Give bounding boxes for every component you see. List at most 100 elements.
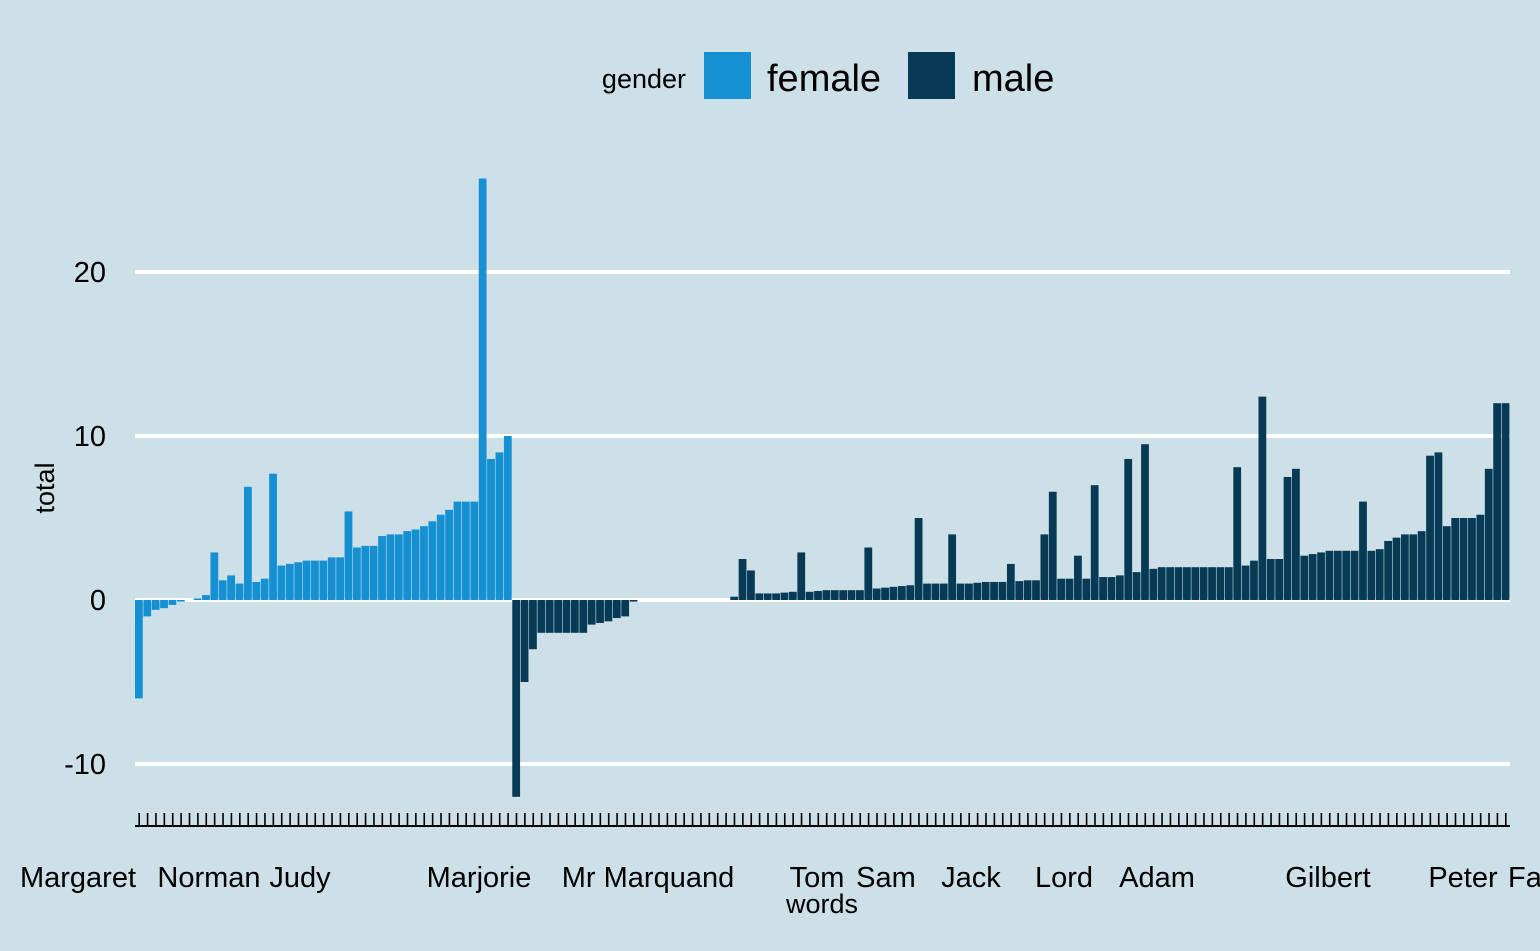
y-axis-title: total bbox=[30, 462, 60, 513]
bar-female-35 bbox=[428, 521, 437, 600]
legend-title: gender bbox=[602, 64, 686, 94]
bar-female-1 bbox=[143, 600, 152, 617]
bar-female-8 bbox=[202, 595, 210, 600]
bar-male-47 bbox=[529, 600, 537, 650]
bar-male-161 bbox=[1484, 468, 1493, 600]
bar-female-21 bbox=[311, 560, 319, 600]
bar-female-16 bbox=[269, 473, 277, 600]
x-axis-title: words bbox=[785, 889, 858, 919]
bar-male-88 bbox=[872, 588, 881, 600]
bar-male-46 bbox=[520, 600, 529, 682]
bar-male-123 bbox=[1166, 567, 1175, 600]
bar-male-59 bbox=[629, 600, 638, 602]
bar-male-130 bbox=[1224, 567, 1233, 600]
bar-male-135 bbox=[1266, 559, 1275, 600]
bar-female-40 bbox=[470, 501, 479, 600]
bar-male-117 bbox=[1115, 575, 1124, 600]
bar-male-146 bbox=[1359, 501, 1367, 600]
bar-male-71 bbox=[730, 596, 739, 600]
bar-male-115 bbox=[1099, 577, 1107, 600]
y-tick-label-2: 10 bbox=[74, 421, 106, 453]
bar-male-94 bbox=[923, 583, 931, 600]
bar-male-87 bbox=[864, 547, 873, 600]
bar-male-74 bbox=[755, 593, 764, 600]
bar-male-136 bbox=[1275, 559, 1284, 600]
bar-male-104 bbox=[1006, 563, 1015, 600]
bar-male-79 bbox=[797, 552, 806, 600]
bar-male-162 bbox=[1493, 403, 1502, 600]
bar-male-98 bbox=[956, 583, 965, 600]
bar-female-18 bbox=[285, 563, 294, 600]
bar-female-25 bbox=[344, 511, 353, 600]
bar-male-58 bbox=[621, 600, 630, 617]
bar-male-111 bbox=[1065, 578, 1074, 600]
bar-male-147 bbox=[1367, 550, 1376, 600]
bar-male-128 bbox=[1208, 567, 1216, 600]
bar-female-42 bbox=[487, 458, 495, 600]
bar-female-0 bbox=[135, 600, 143, 699]
bar-male-118 bbox=[1124, 458, 1133, 600]
bar-male-48 bbox=[537, 600, 546, 633]
bar-male-107 bbox=[1032, 580, 1040, 600]
bar-male-49 bbox=[545, 600, 554, 633]
bar-female-9 bbox=[210, 552, 219, 600]
bar-male-148 bbox=[1375, 549, 1384, 600]
bar-female-26 bbox=[352, 547, 361, 600]
bar-male-99 bbox=[965, 583, 973, 600]
bar-male-157 bbox=[1451, 518, 1460, 600]
x-axis-ticks bbox=[135, 813, 1510, 827]
bar-male-151 bbox=[1401, 534, 1409, 600]
bar-female-39 bbox=[461, 501, 470, 600]
bar-male-114 bbox=[1090, 485, 1099, 600]
grid-lines bbox=[135, 270, 1510, 766]
bar-male-57 bbox=[612, 600, 621, 619]
bar-male-90 bbox=[889, 586, 898, 600]
y-tick-label-3: 20 bbox=[74, 257, 106, 289]
bar-female-37 bbox=[445, 509, 453, 600]
bar-male-121 bbox=[1149, 568, 1158, 600]
bar-male-144 bbox=[1342, 550, 1351, 600]
x-tick-label-6: Sam bbox=[856, 862, 916, 894]
x-axis-tick-labels: Margaret Norman Judy Marjorie Mr Marquand Tom… bbox=[20, 862, 1540, 894]
bar-male-78 bbox=[788, 591, 797, 600]
bar-male-113 bbox=[1082, 578, 1091, 600]
bar-male-160 bbox=[1476, 514, 1485, 600]
bars bbox=[135, 178, 1510, 797]
bar-male-56 bbox=[604, 600, 613, 622]
bar-male-103 bbox=[998, 581, 1007, 600]
bar-female-43 bbox=[495, 452, 504, 600]
bar-male-110 bbox=[1057, 578, 1066, 600]
bar-male-143 bbox=[1333, 550, 1342, 600]
legend: gender female male bbox=[602, 52, 1054, 100]
bar-male-100 bbox=[973, 582, 982, 600]
bar-female-22 bbox=[319, 560, 328, 600]
x-tick-label-12: Fa bbox=[1508, 862, 1540, 894]
x-tick-label-10: Gilbert bbox=[1285, 862, 1370, 894]
legend-key-female bbox=[704, 52, 751, 99]
bar-female-24 bbox=[336, 557, 344, 600]
x-tick-label-4: Mr Marquand bbox=[562, 862, 734, 894]
y-axis-tick-labels: -10 0 10 20 bbox=[64, 257, 106, 781]
bar-female-12 bbox=[235, 583, 244, 600]
bar-male-127 bbox=[1199, 567, 1208, 600]
bar-male-152 bbox=[1409, 534, 1418, 600]
bar-male-73 bbox=[747, 570, 755, 600]
bar-male-116 bbox=[1107, 577, 1116, 600]
bar-female-36 bbox=[436, 514, 445, 600]
x-tick-label-8: Lord bbox=[1035, 862, 1093, 894]
bar-male-82 bbox=[822, 590, 831, 600]
bar-male-105 bbox=[1015, 581, 1024, 600]
bar-male-119 bbox=[1132, 572, 1141, 600]
bar-female-28 bbox=[369, 545, 378, 600]
bar-male-97 bbox=[948, 534, 957, 600]
bar-male-153 bbox=[1417, 531, 1426, 600]
bar-male-125 bbox=[1183, 567, 1191, 600]
bar-male-108 bbox=[1040, 534, 1049, 600]
x-tick-label-1: Norman bbox=[157, 862, 260, 894]
legend-label-male: male bbox=[972, 58, 1054, 100]
bar-female-44 bbox=[503, 436, 512, 600]
x-tick-label-2: Judy bbox=[269, 862, 331, 894]
bar-male-96 bbox=[939, 583, 948, 600]
bar-male-92 bbox=[906, 585, 915, 600]
